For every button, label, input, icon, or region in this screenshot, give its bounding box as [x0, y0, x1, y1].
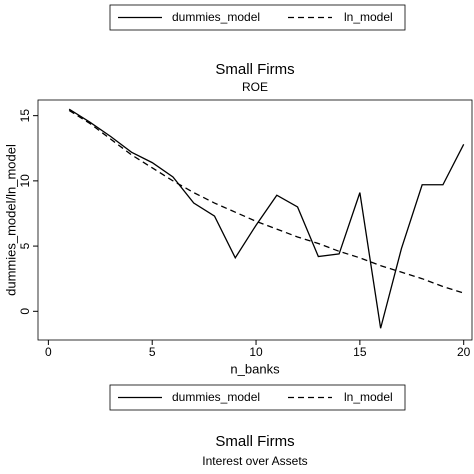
x-tick-label: 15: [353, 345, 367, 359]
legend-label: ln_model: [344, 10, 393, 24]
chart-title: Small Firms: [215, 433, 294, 450]
x-tick-label: 0: [45, 345, 52, 359]
x-axis-label: n_banks: [230, 361, 280, 376]
y-tick-label: 10: [18, 174, 32, 188]
y-tick-label: 0: [18, 308, 32, 315]
legend-label: dummies_model: [172, 10, 260, 24]
plot-frame: [37, 99, 473, 341]
x-tick-label: 5: [149, 345, 156, 359]
y-axis-label: dummies_model/ln_model: [3, 144, 18, 296]
x-tick-label: 10: [249, 345, 263, 359]
legend-label: ln_model: [344, 390, 393, 404]
series-line: [68, 109, 464, 294]
chart-subtitle: ROE: [242, 80, 268, 94]
chart-subtitle: Interest over Assets: [202, 454, 307, 468]
series-line: [68, 108, 465, 329]
chart-title: Small Firms: [215, 61, 294, 78]
y-tick-label: 5: [18, 242, 32, 249]
legend-label: dummies_model: [172, 390, 260, 404]
legend-box: [109, 4, 406, 31]
x-tick-label: 20: [457, 345, 471, 359]
y-tick-label: 15: [18, 109, 32, 123]
legend-box: [109, 384, 406, 411]
